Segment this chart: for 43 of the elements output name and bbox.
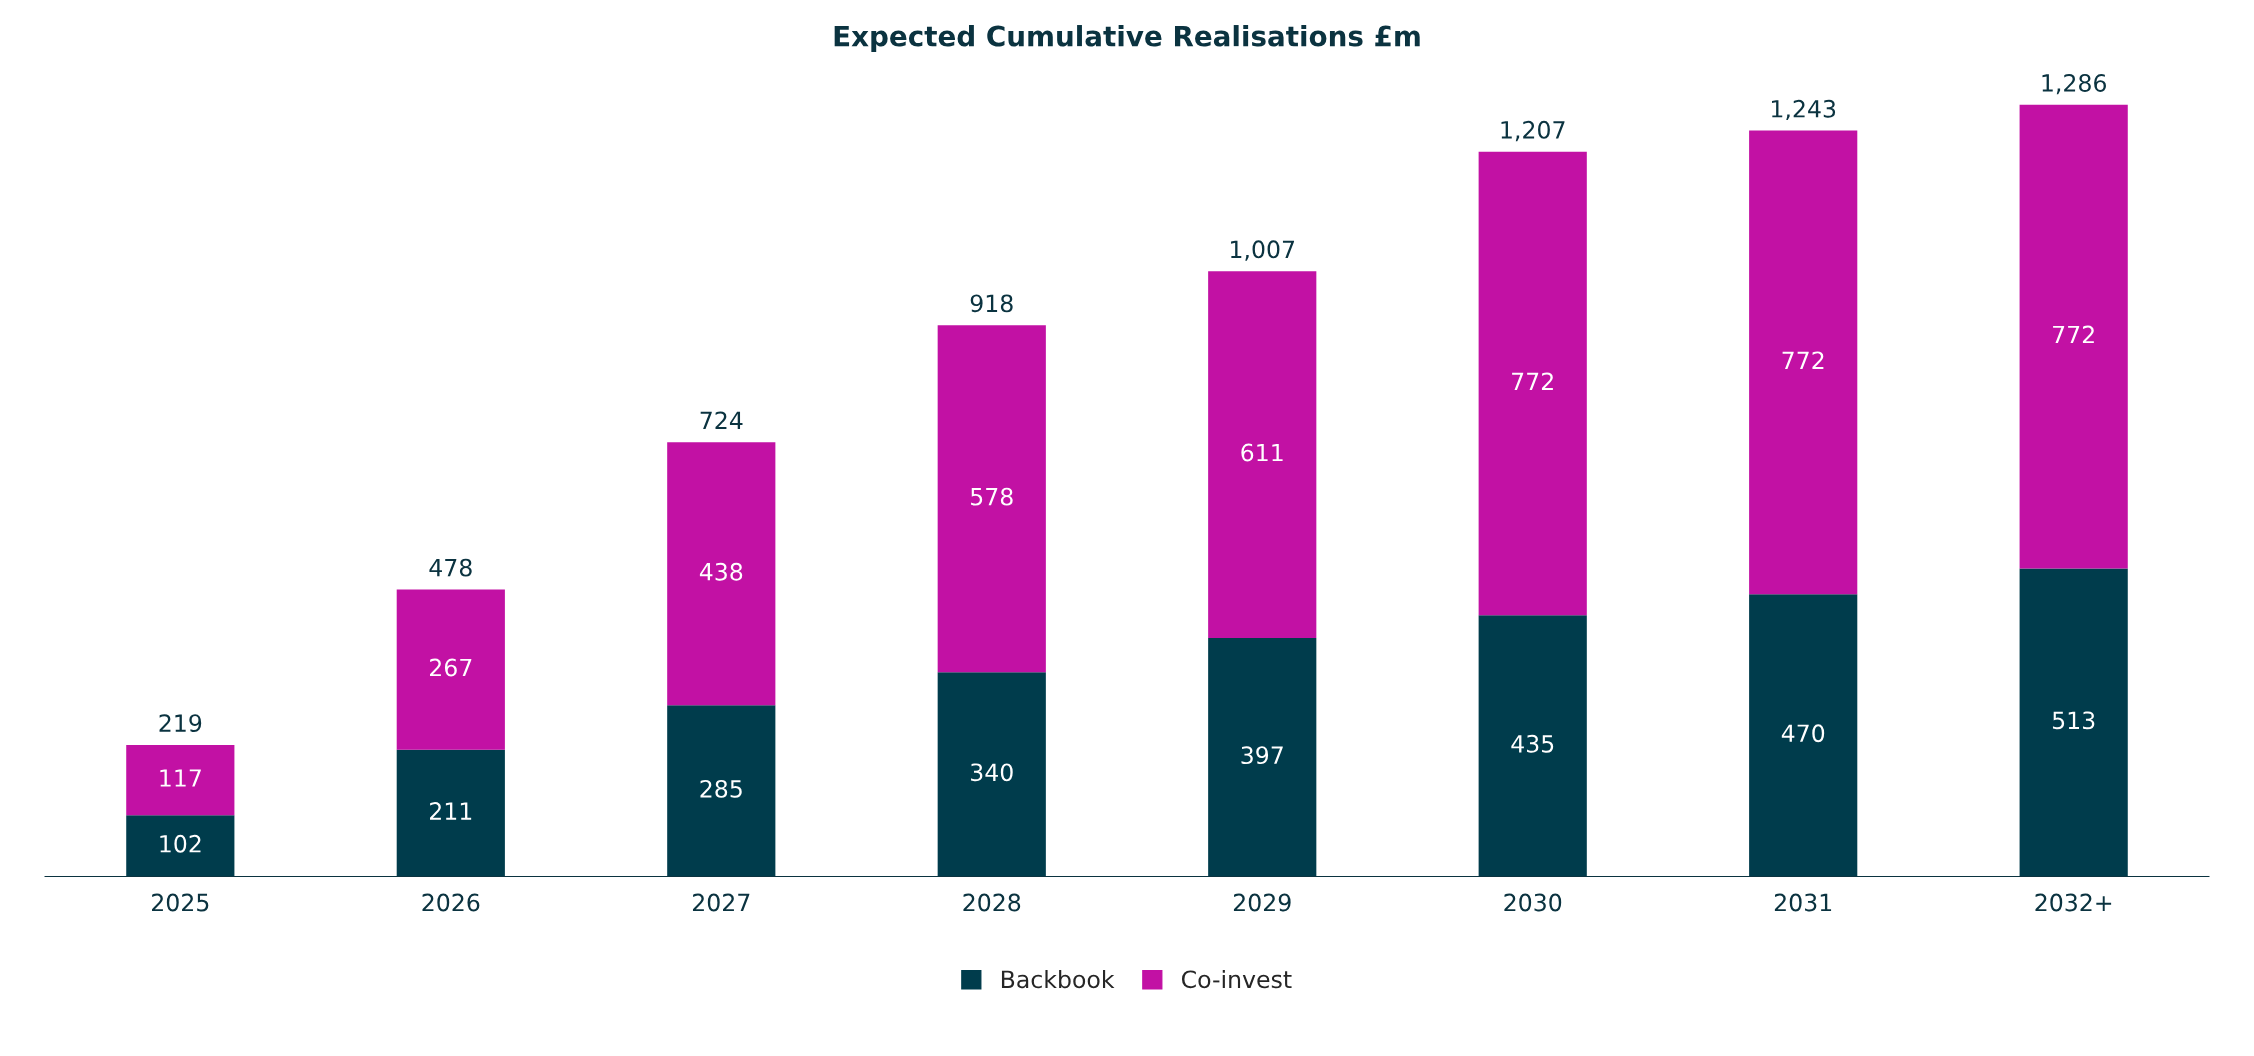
data-label: 340	[971, 763, 1013, 782]
data-label: 772	[1512, 372, 1553, 390]
x-tick-label: 2025	[152, 893, 209, 912]
data-label: 117	[160, 769, 201, 787]
data-label: 513	[2052, 711, 2095, 730]
total-label: 724	[700, 411, 743, 430]
bar	[2019, 104, 2128, 569]
data-label: 578	[971, 487, 1013, 506]
bar	[667, 442, 776, 706]
x-tick-label: 2031	[1774, 893, 1832, 912]
total-label: 219	[159, 714, 202, 733]
x-tick-label: 2026	[422, 893, 480, 912]
bar	[937, 325, 1046, 673]
x-tick-label: 2027	[692, 893, 750, 912]
x-tick-label: 2028	[963, 893, 1021, 912]
x-tick-label: 2029	[1233, 893, 1291, 912]
data-label: 438	[699, 562, 743, 581]
data-label: 397	[1241, 746, 1283, 765]
data-label: 772	[1782, 351, 1824, 369]
bar	[1749, 130, 1858, 595]
total-label: 1,007	[1231, 240, 1295, 261]
data-label: 285	[700, 779, 742, 798]
data-label: 611	[1241, 443, 1283, 462]
x-tick-label: 2032+	[2035, 893, 2112, 912]
bar	[1208, 271, 1317, 639]
data-label: 435	[1511, 734, 1554, 753]
bar	[396, 589, 505, 750]
data-label: 772	[2053, 325, 2094, 344]
bar	[126, 744, 235, 816]
total-label: 478	[429, 558, 472, 577]
data-label: 211	[430, 802, 472, 820]
x-tick-label: 2030	[1504, 893, 1562, 912]
legend-label: Backbook	[1001, 969, 1115, 989]
total-label: 918	[970, 294, 1013, 313]
data-label: 102	[160, 834, 201, 853]
chart-title: Expected Cumulative Realisations £m	[834, 25, 1420, 52]
total-label: 1,207	[1501, 120, 1565, 142]
bar	[1478, 151, 1587, 616]
total-label: 1,243	[1772, 99, 1836, 121]
legend-label: Co-invest	[1181, 969, 1292, 989]
total-label: 1,286	[2042, 74, 2106, 95]
data-label: 470	[1781, 724, 1825, 743]
data-label: 267	[430, 658, 472, 677]
